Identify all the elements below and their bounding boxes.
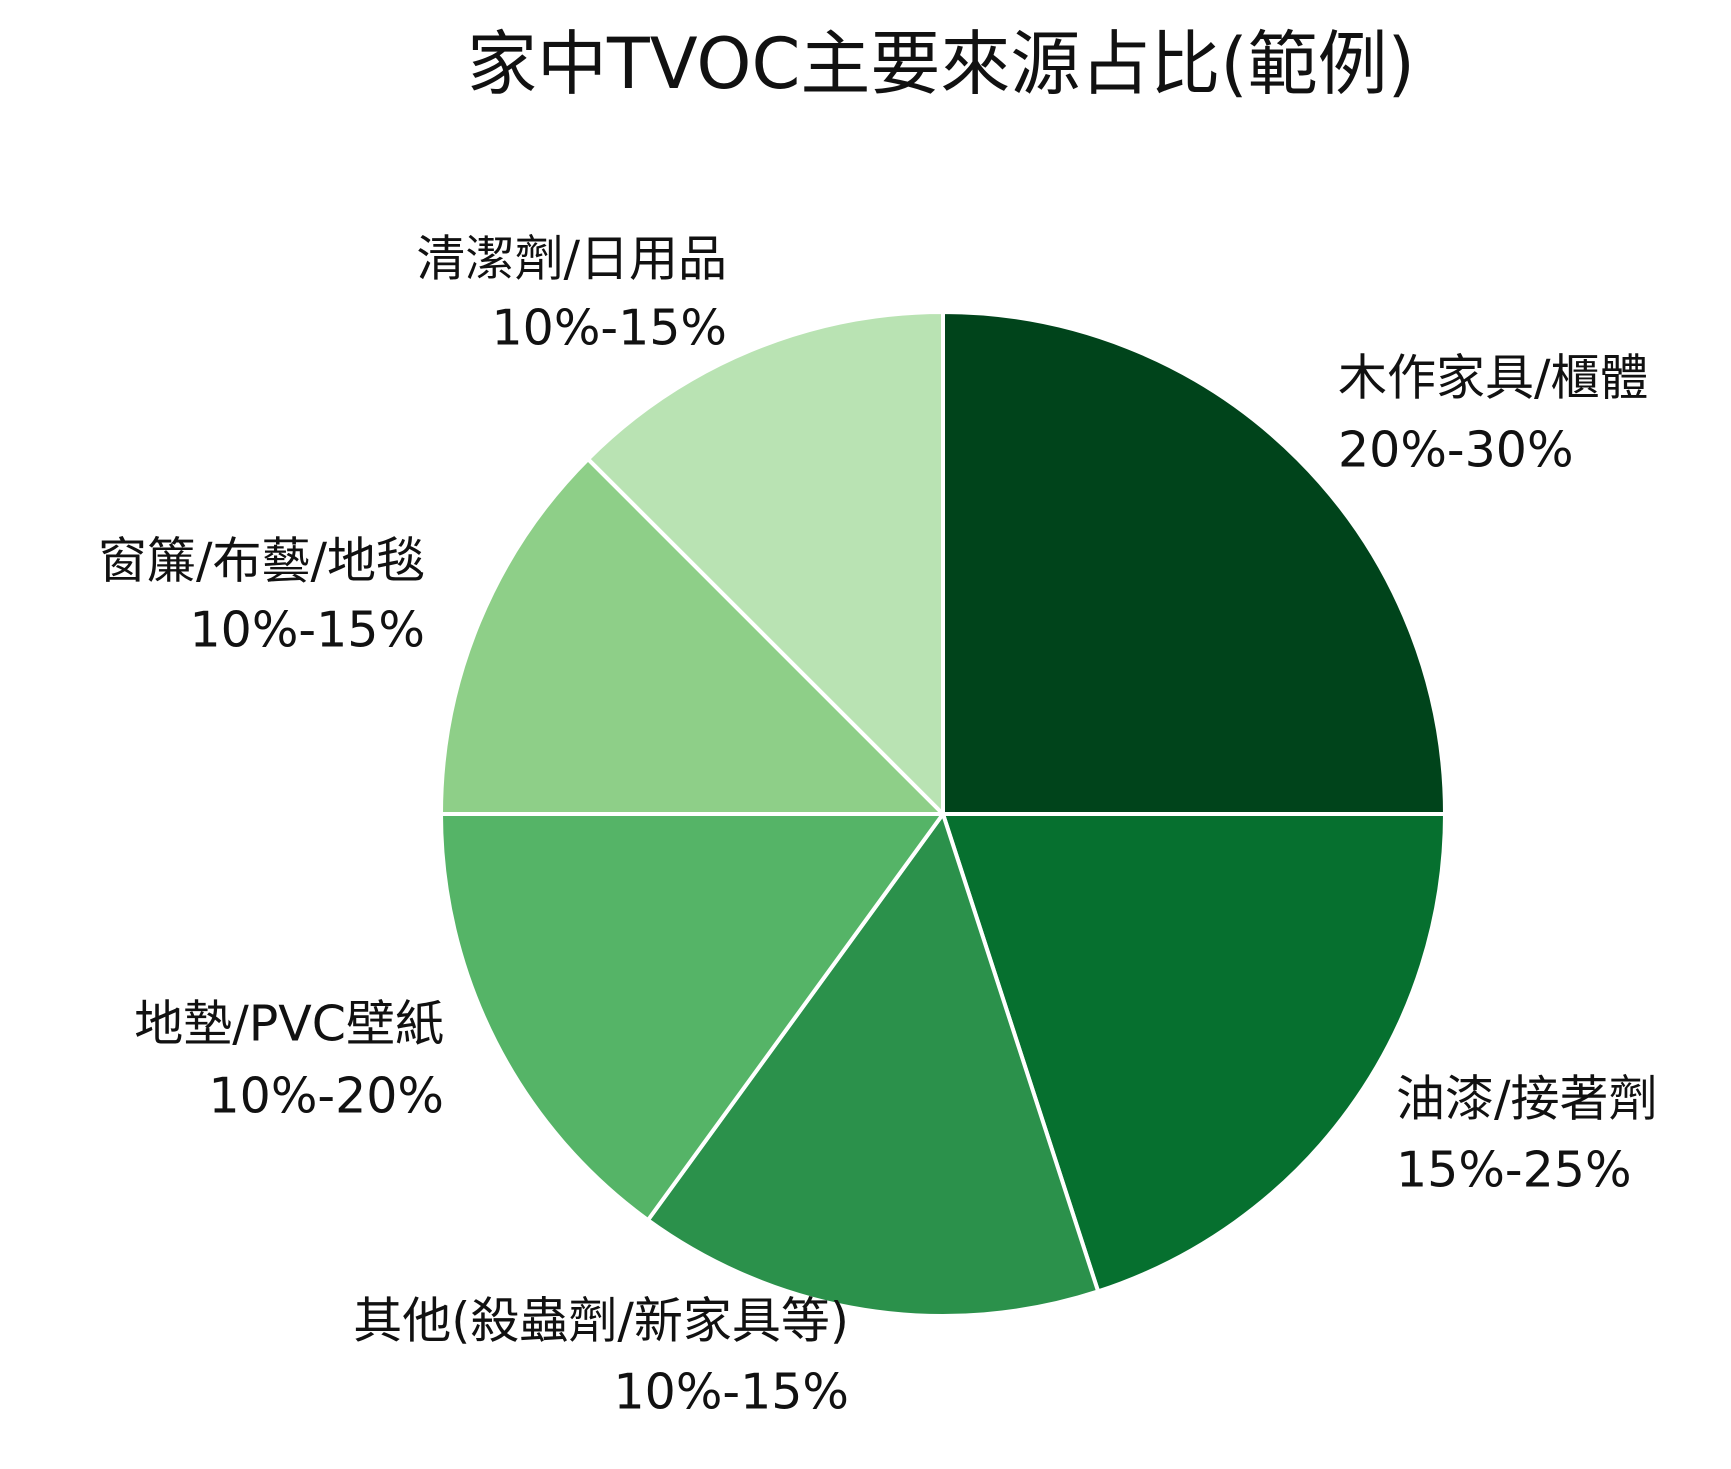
slice-label: 窗簾/布藝/地毯 — [98, 533, 425, 590]
value-label: 10%-15% — [491, 300, 727, 357]
pie-slice — [439, 457, 945, 816]
slice-label: 油漆/接著劑 — [1396, 1071, 1658, 1128]
slice-label: 清潔劑/日用品 — [416, 231, 727, 288]
pie-slice — [586, 310, 945, 816]
slice-label: 木作家具/櫃體 — [1338, 350, 1649, 407]
pie-slice — [941, 310, 1447, 816]
value-label: 10%-15% — [613, 1364, 849, 1421]
pie-slice — [439, 812, 945, 1223]
pie-slice — [645, 812, 1101, 1318]
slice-label: 地墊/PVC壁紙 — [134, 996, 444, 1053]
value-label: 15%-25% — [1396, 1142, 1632, 1199]
value-label: 10%-20% — [208, 1068, 444, 1125]
value-label: 10%-15% — [189, 602, 425, 659]
slice-label: 其他(殺蟲劑/新家具等) — [353, 1293, 849, 1350]
chart-title: 家中TVOC主要來源占比(範例) — [467, 23, 1415, 105]
pie-slice — [941, 812, 1447, 1294]
value-label: 20%-30% — [1338, 422, 1574, 479]
